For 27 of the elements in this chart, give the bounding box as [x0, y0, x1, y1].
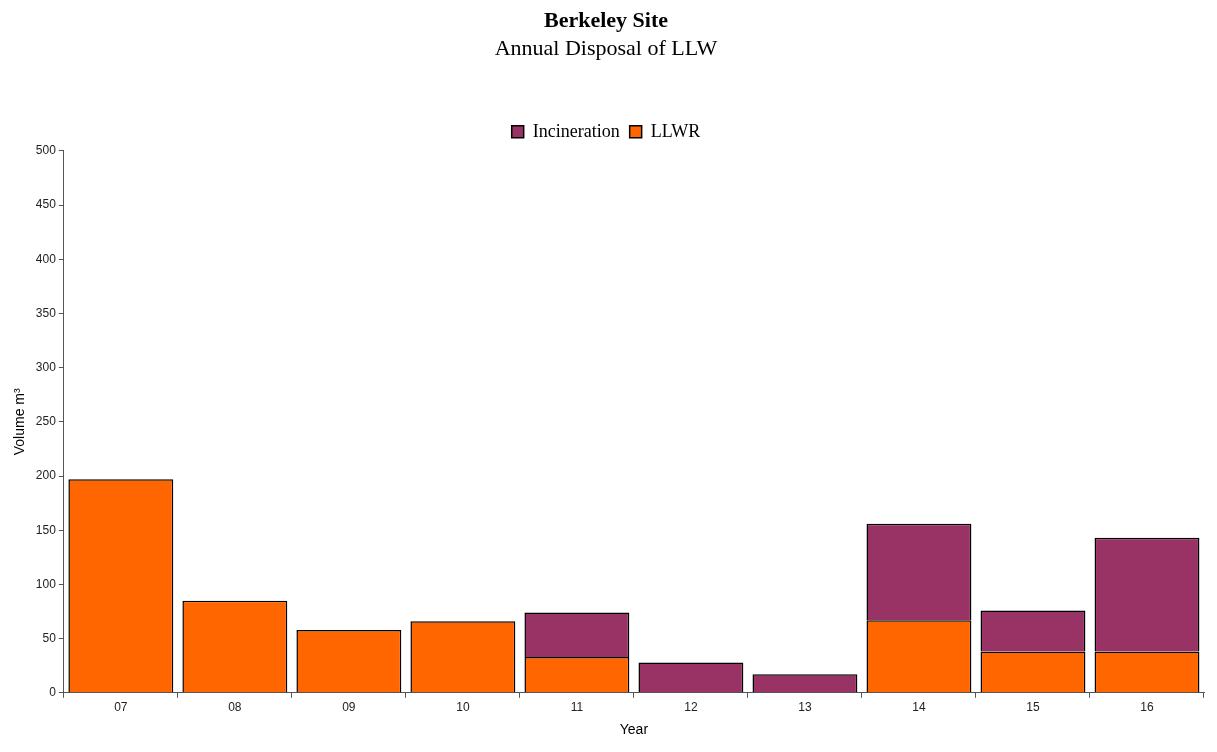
x-tick-label: 07 — [114, 700, 128, 715]
x-tick-label: 08 — [228, 700, 242, 715]
y-tick-label: 450 — [35, 197, 57, 212]
chart-subtitle: Annual Disposal of LLW — [494, 35, 718, 61]
x-tick-label: 12 — [684, 700, 698, 715]
y-tick-label: 0 — [49, 685, 57, 700]
y-axis-title: Volume m³ — [11, 388, 28, 456]
x-tick-label: 10 — [456, 700, 470, 715]
x-tick-label: 14 — [912, 700, 926, 715]
y-tick-label: 200 — [35, 468, 57, 483]
legend-label: LLWR — [650, 120, 701, 141]
legend-label: Incineration — [532, 120, 620, 141]
x-tick-label: 15 — [1026, 700, 1040, 715]
x-tick-label: 16 — [1140, 700, 1154, 715]
y-tick-label: 150 — [35, 522, 57, 537]
x-tick-label: 13 — [798, 700, 812, 715]
x-tick-label: 11 — [570, 700, 584, 715]
y-tick-label: 350 — [35, 305, 57, 320]
y-tick-label: 100 — [35, 576, 57, 591]
x-tick-label: 09 — [342, 700, 356, 715]
y-tick-label: 50 — [42, 630, 57, 645]
x-axis-title: Year — [619, 721, 649, 738]
y-tick-label: 250 — [35, 414, 57, 429]
y-tick-label: 500 — [35, 143, 57, 158]
y-tick-label: 300 — [35, 359, 57, 374]
chart-title: Berkeley Site — [543, 6, 669, 32]
y-tick-label: 400 — [35, 251, 57, 266]
